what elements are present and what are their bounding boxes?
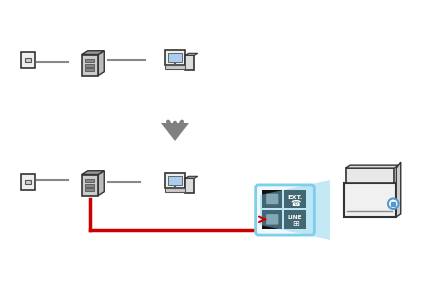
Polygon shape — [98, 171, 104, 196]
FancyBboxPatch shape — [256, 185, 314, 235]
FancyBboxPatch shape — [185, 55, 195, 70]
Polygon shape — [82, 51, 104, 55]
FancyBboxPatch shape — [85, 184, 94, 187]
FancyBboxPatch shape — [165, 188, 185, 192]
FancyBboxPatch shape — [85, 179, 94, 182]
Text: ⊞: ⊞ — [292, 219, 299, 228]
FancyBboxPatch shape — [346, 168, 394, 183]
Polygon shape — [260, 180, 330, 240]
FancyBboxPatch shape — [21, 52, 35, 68]
Text: LINE: LINE — [288, 215, 303, 220]
FancyBboxPatch shape — [262, 190, 283, 208]
FancyBboxPatch shape — [21, 174, 35, 190]
FancyBboxPatch shape — [85, 68, 94, 71]
FancyBboxPatch shape — [168, 176, 182, 185]
FancyBboxPatch shape — [262, 210, 283, 229]
FancyBboxPatch shape — [284, 210, 306, 229]
Polygon shape — [346, 165, 399, 168]
FancyBboxPatch shape — [284, 190, 306, 208]
Polygon shape — [396, 162, 401, 217]
Text: ☎: ☎ — [290, 199, 300, 208]
Polygon shape — [161, 123, 189, 141]
FancyBboxPatch shape — [165, 173, 185, 188]
Polygon shape — [185, 53, 198, 55]
FancyBboxPatch shape — [165, 65, 185, 69]
FancyBboxPatch shape — [344, 183, 396, 217]
FancyBboxPatch shape — [82, 55, 98, 76]
FancyBboxPatch shape — [82, 175, 98, 196]
FancyBboxPatch shape — [85, 188, 94, 191]
Text: EXT.: EXT. — [287, 195, 303, 200]
FancyBboxPatch shape — [25, 180, 31, 184]
FancyBboxPatch shape — [85, 59, 94, 62]
FancyBboxPatch shape — [266, 194, 278, 204]
Circle shape — [388, 199, 399, 209]
Polygon shape — [82, 171, 104, 175]
FancyBboxPatch shape — [168, 53, 182, 62]
FancyBboxPatch shape — [85, 64, 94, 67]
FancyBboxPatch shape — [185, 178, 195, 193]
FancyBboxPatch shape — [25, 58, 31, 62]
FancyBboxPatch shape — [165, 50, 185, 65]
FancyBboxPatch shape — [391, 202, 396, 206]
Polygon shape — [185, 176, 198, 178]
Polygon shape — [98, 51, 104, 76]
FancyBboxPatch shape — [266, 214, 278, 225]
